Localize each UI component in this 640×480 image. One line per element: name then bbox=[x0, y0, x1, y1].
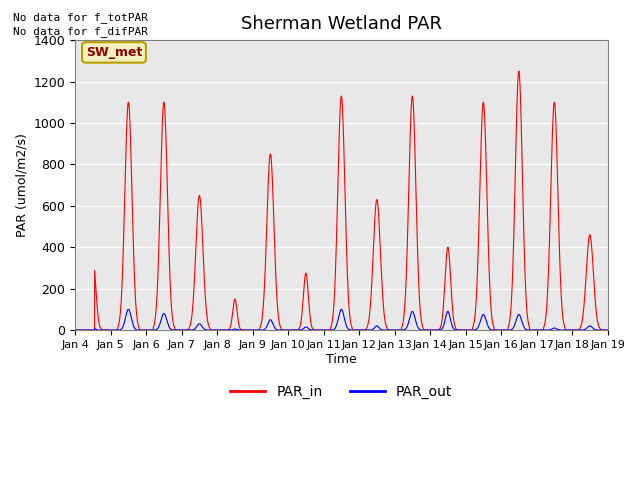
Line: PAR_in: PAR_in bbox=[75, 71, 607, 330]
Text: SW_met: SW_met bbox=[86, 46, 142, 59]
Text: No data for f_totPAR: No data for f_totPAR bbox=[13, 12, 148, 23]
PAR_in bbox=[604, 327, 611, 333]
PAR_out bbox=[299, 326, 307, 332]
PAR_in bbox=[298, 306, 306, 312]
PAR_out bbox=[164, 320, 172, 326]
Text: No data for f_difPAR: No data for f_difPAR bbox=[13, 26, 148, 37]
PAR_in bbox=[71, 327, 79, 333]
Title: Sherman Wetland PAR: Sherman Wetland PAR bbox=[241, 15, 442, 33]
PAR_in bbox=[132, 302, 140, 308]
PAR_in bbox=[164, 190, 172, 196]
PAR_in bbox=[593, 317, 601, 323]
Line: PAR_out: PAR_out bbox=[75, 309, 607, 330]
Y-axis label: PAR (umol/m2/s): PAR (umol/m2/s) bbox=[15, 133, 28, 237]
PAR_out bbox=[593, 327, 601, 333]
PAR_out bbox=[536, 327, 544, 333]
Legend: PAR_in, PAR_out: PAR_in, PAR_out bbox=[225, 379, 458, 404]
PAR_in bbox=[536, 327, 544, 333]
PAR_out bbox=[71, 327, 79, 333]
PAR_out bbox=[132, 326, 140, 332]
PAR_out bbox=[276, 327, 284, 333]
PAR_out bbox=[604, 327, 611, 333]
PAR_in bbox=[515, 68, 523, 74]
PAR_out bbox=[125, 306, 132, 312]
X-axis label: Time: Time bbox=[326, 352, 356, 366]
PAR_in bbox=[275, 320, 283, 325]
